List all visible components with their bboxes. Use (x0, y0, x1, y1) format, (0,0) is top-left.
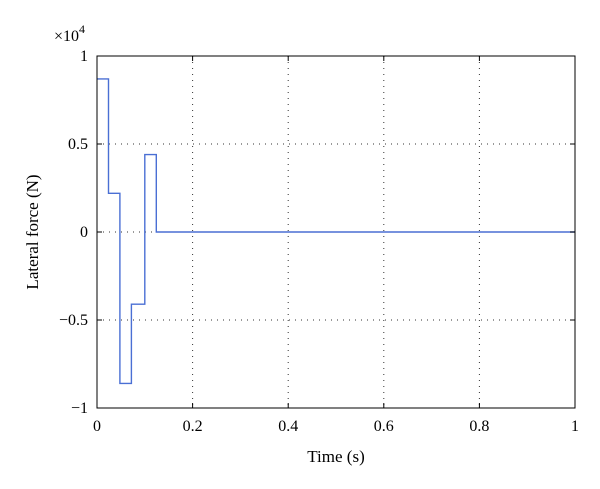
y-tick-label: −1 (71, 400, 88, 417)
y-tick-label: 1 (80, 48, 88, 65)
x-tick-label: 0.6 (374, 418, 394, 435)
x-tick-label: 0 (93, 418, 101, 435)
series-line (97, 78, 575, 385)
y-exponent-label: ×104 (54, 22, 85, 45)
ticks (96, 55, 576, 409)
series-layer (97, 78, 575, 385)
x-tick-label: 0.4 (278, 418, 298, 435)
y-tick-label: 0 (80, 224, 88, 241)
x-tick-label: 0.2 (183, 418, 203, 435)
tick-labels: 0 0.2 0.4 0.6 0.8 1 1 0.5 0 −0.5 −1 (59, 48, 579, 435)
y-tick-label: −0.5 (59, 312, 88, 329)
y-axis-title: Lateral force (N) (23, 174, 42, 289)
x-axis-title: Time (s) (307, 447, 364, 466)
x-tick-label: 1 (571, 418, 579, 435)
x-tick-label: 0.8 (469, 418, 489, 435)
y-exponent-base: ×10 (54, 28, 79, 45)
y-exponent-power: 4 (79, 22, 85, 36)
y-tick-label: 0.5 (68, 136, 88, 153)
